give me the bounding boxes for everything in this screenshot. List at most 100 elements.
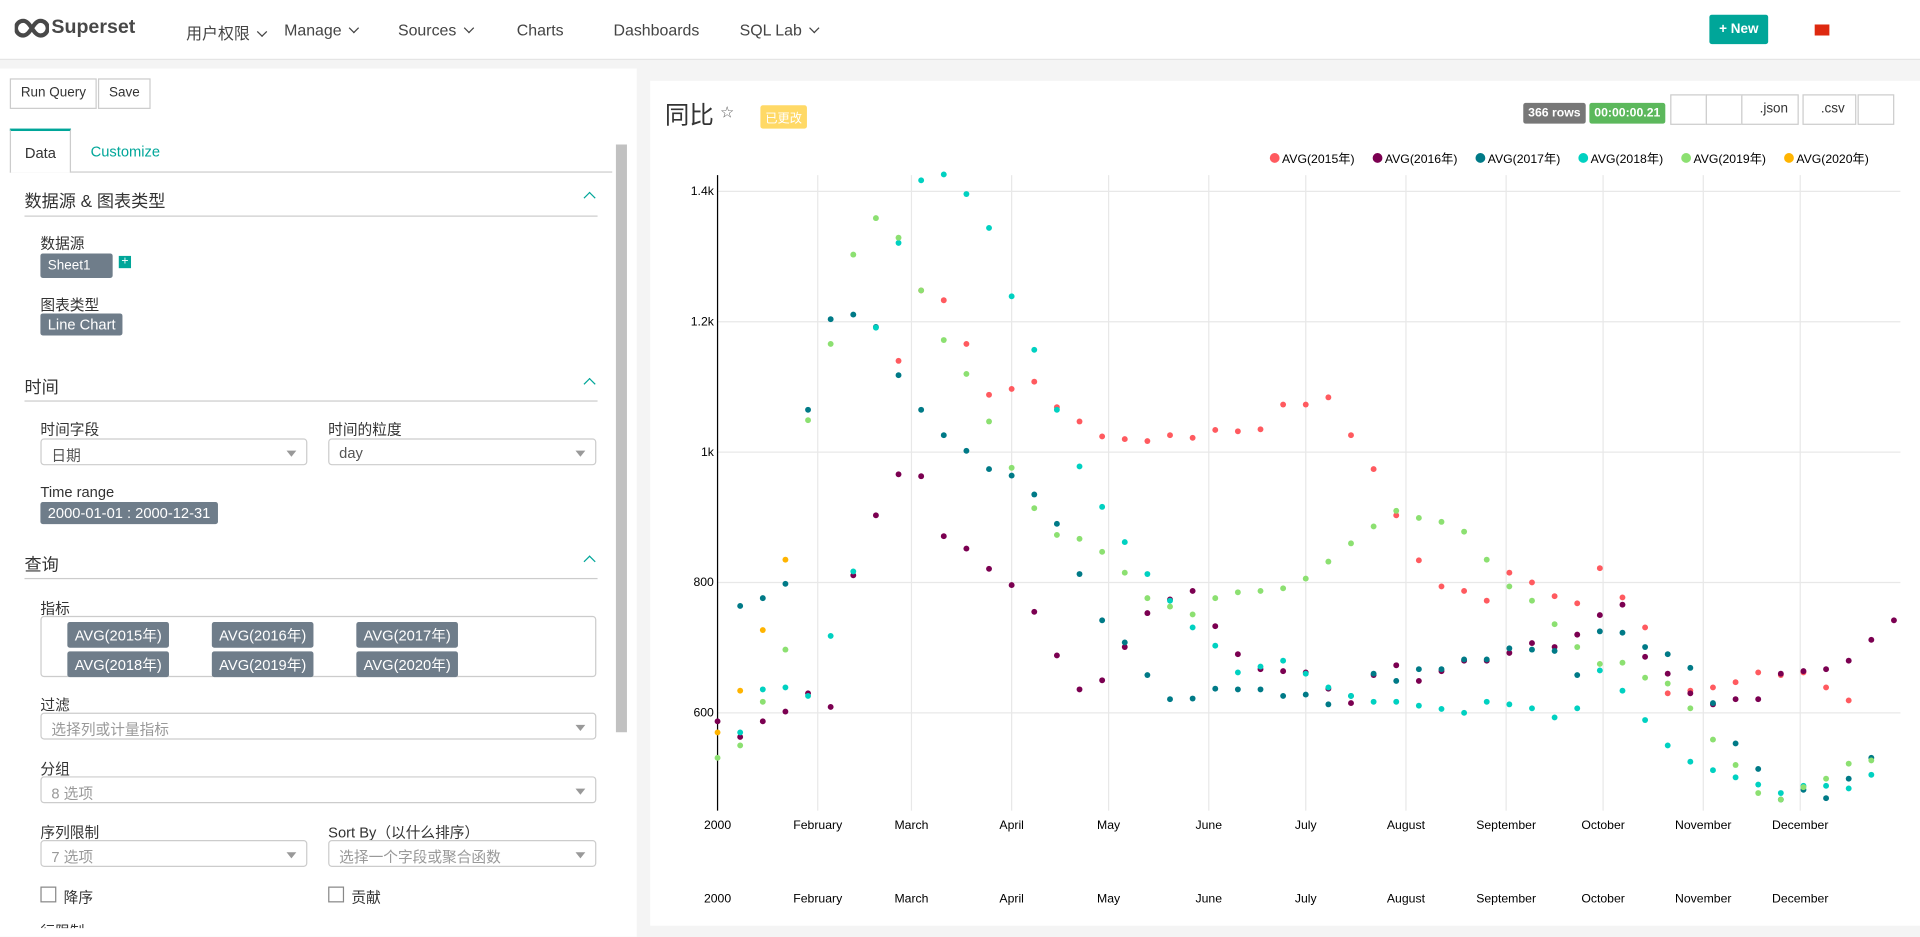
- legend-label: AVG(2017年): [1488, 152, 1561, 166]
- x-tick-label: September: [1476, 818, 1536, 832]
- run-query-button[interactable]: Run Query: [9, 78, 97, 109]
- point: [782, 684, 789, 691]
- point: [940, 171, 947, 178]
- point: [1619, 629, 1626, 636]
- legend-marker: [1784, 153, 1794, 163]
- point: [1370, 698, 1377, 705]
- time-column-select[interactable]: 日期: [40, 438, 308, 466]
- save-button[interactable]: Save: [97, 78, 151, 109]
- menu-button[interactable]: [1857, 94, 1895, 125]
- checkbox[interactable]: [328, 886, 345, 903]
- point: [1732, 762, 1739, 768]
- legend-marker: [1475, 153, 1486, 163]
- point: [1008, 582, 1015, 589]
- field-label: 序列限制: [40, 824, 100, 842]
- point: [782, 646, 789, 653]
- legend-label: AVG(2018年): [1591, 152, 1664, 166]
- nav-item[interactable]: Manage: [284, 21, 360, 39]
- csv-button[interactable]: .csv: [1802, 94, 1856, 125]
- point: [1302, 670, 1309, 677]
- point: [1008, 293, 1015, 300]
- point: [895, 234, 902, 241]
- point: [1800, 784, 1807, 791]
- point: [1189, 695, 1196, 702]
- x-tick-label: May: [1097, 818, 1121, 832]
- viz-type-tag[interactable]: Line Chart: [40, 313, 123, 336]
- tab-customize[interactable]: Customize: [90, 143, 161, 161]
- y-tick-label: 1.4k: [691, 184, 715, 198]
- point: [1732, 740, 1739, 747]
- point: [1053, 531, 1060, 538]
- point: [1732, 679, 1739, 686]
- tab-data[interactable]: Data: [9, 128, 72, 173]
- time-range-tag[interactable]: 2000-01-01 : 2000-12-31: [40, 502, 218, 525]
- point: [1529, 705, 1535, 712]
- legend-label: AVG(2019年): [1693, 152, 1766, 166]
- point: [805, 406, 811, 413]
- brush-tick-label: 2000: [704, 891, 731, 905]
- x-tick-label: 2000: [704, 818, 731, 832]
- point: [1302, 575, 1309, 582]
- point: [1574, 672, 1581, 678]
- json-button[interactable]: .json: [1741, 94, 1800, 125]
- point: [1596, 565, 1603, 572]
- scrollbar[interactable]: [615, 144, 627, 733]
- nav-item[interactable]: Sources: [398, 21, 474, 39]
- checkbox[interactable]: [40, 886, 57, 903]
- series-limit-select[interactable]: 7 选项: [40, 840, 308, 867]
- groupby-select[interactable]: 8 选项: [40, 776, 597, 804]
- metrics-select[interactable]: [40, 615, 597, 678]
- metric-tag[interactable]: AVG(2019年): [211, 651, 314, 678]
- metric-tag[interactable]: AVG(2020年): [356, 651, 459, 678]
- embed-button[interactable]: [1705, 94, 1743, 125]
- section-title[interactable]: 查询: [24, 554, 59, 575]
- chart-title[interactable]: 同比: [664, 102, 714, 130]
- time-grain-select[interactable]: day: [328, 438, 597, 466]
- point: [1438, 518, 1445, 525]
- point: [1642, 674, 1649, 681]
- point: [1099, 503, 1106, 510]
- field-label: 指标: [40, 600, 70, 618]
- point: [1257, 588, 1264, 594]
- section-title[interactable]: 时间: [24, 377, 59, 397]
- point: [1053, 520, 1060, 527]
- point: [805, 417, 811, 424]
- sort-by-select[interactable]: 选择一个字段或聚合函数: [328, 840, 597, 867]
- legend-marker: [1269, 153, 1280, 163]
- point: [1461, 588, 1468, 594]
- filter-select[interactable]: 选择列或计量指标: [40, 712, 597, 740]
- checkbox-label: 降序: [63, 888, 94, 907]
- nav-item[interactable]: 用户权限: [186, 21, 268, 44]
- flag[interactable]: [1814, 24, 1830, 36]
- point: [1506, 701, 1513, 708]
- point: [1302, 401, 1309, 408]
- point: [872, 512, 879, 519]
- metric-tag[interactable]: AVG(2017年): [356, 622, 459, 648]
- nav-item[interactable]: SQL Lab: [740, 21, 820, 39]
- point: [918, 473, 925, 480]
- point: [1280, 692, 1287, 699]
- point: [1031, 505, 1038, 512]
- altered-badge[interactable]: 已更改: [760, 105, 807, 129]
- metric-tag[interactable]: AVG(2018年): [67, 651, 170, 678]
- point: [1845, 697, 1852, 704]
- metric-tag[interactable]: AVG(2016年): [211, 622, 314, 648]
- brush-tick-label: February: [793, 891, 843, 905]
- placeholder: 7 选项: [51, 848, 94, 866]
- nav-item[interactable]: Dashboards: [613, 20, 700, 40]
- y-tick-label: 1.2k: [691, 314, 715, 328]
- nav-item[interactable]: Charts: [516, 20, 564, 40]
- point: [895, 239, 902, 246]
- point: [1076, 418, 1083, 425]
- datasource-tag[interactable]: Sheet1: [40, 253, 113, 278]
- section-title[interactable]: 数据源 & 图表类型: [24, 191, 166, 211]
- point: [986, 391, 992, 398]
- point: [1642, 717, 1649, 723]
- brand[interactable]: Superset: [51, 17, 136, 38]
- new-button[interactable]: + New: [1709, 14, 1769, 45]
- point: [1212, 642, 1219, 649]
- checkbox-label: 贡献: [351, 888, 381, 907]
- metric-tag[interactable]: AVG(2015年): [67, 622, 170, 648]
- point: [986, 224, 992, 231]
- point: [1823, 782, 1830, 789]
